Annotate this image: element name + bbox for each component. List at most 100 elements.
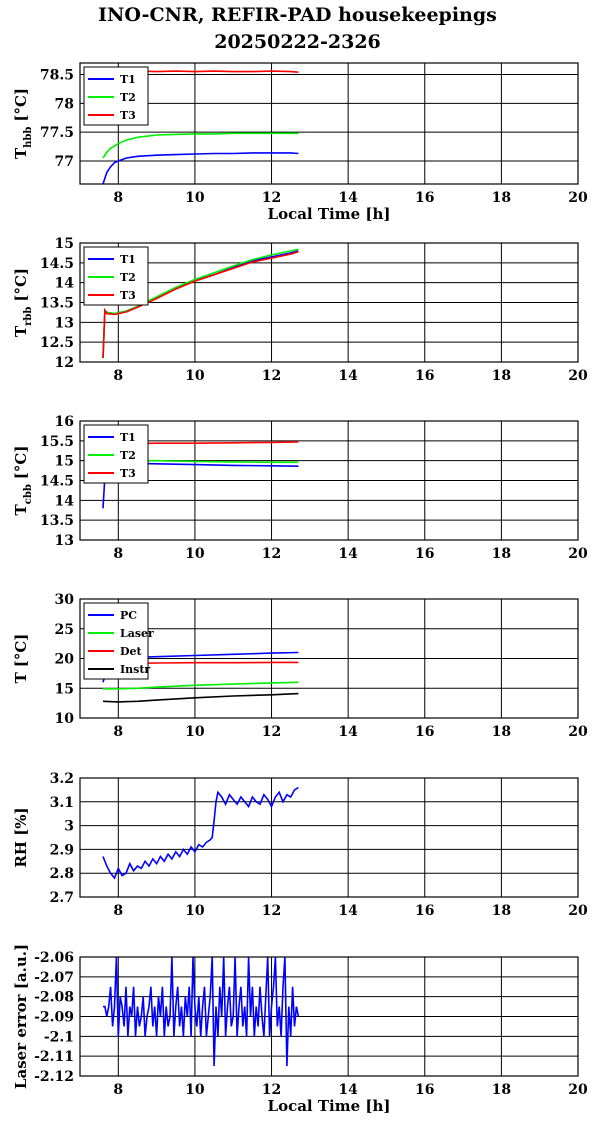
y-axis-label: Laser error [a.u.] — [12, 944, 30, 1089]
y-tick-label: -2.12 — [34, 1069, 74, 1085]
legend: T1 T2 T3 — [83, 246, 149, 306]
x-axis-label: Local Time [h] — [268, 1097, 391, 1115]
x-tick-label: 10 — [185, 1082, 205, 1098]
x-tick-label: 18 — [492, 546, 511, 562]
legend-label: PC — [120, 609, 137, 622]
series-line-t2 — [102, 132, 299, 159]
x-tick-label: 12 — [262, 190, 281, 206]
x-tick-label: 8 — [113, 724, 123, 740]
x-tick-label: 12 — [262, 546, 281, 562]
series-line-t1 — [102, 152, 299, 184]
x-tick-label: 10 — [185, 546, 205, 562]
plot-frame — [79, 62, 579, 185]
y-axis-label-unit: [°C] — [12, 88, 30, 122]
y-tick-label: -2.08 — [34, 990, 74, 1006]
y-tick-label: 77.5 — [40, 125, 74, 141]
y-tick-label: 16 — [55, 414, 74, 430]
x-tick-label: 14 — [338, 368, 358, 384]
y-axis-label: Tcbb [°C] — [12, 446, 34, 516]
y-tick-label: -2.07 — [34, 970, 74, 986]
y-tick-label: 14 — [55, 493, 75, 509]
x-tick-label: 16 — [415, 903, 434, 919]
y-tick-label: 2.7 — [50, 890, 74, 906]
y-axis-label-unit: [°C] — [12, 446, 30, 480]
x-tick-label: 12 — [262, 903, 281, 919]
y-axis-label-main: Laser error [a.u.] — [12, 944, 30, 1089]
y-tick-label: 15 — [55, 236, 74, 252]
legend-label: T3 — [120, 109, 136, 122]
x-tick-label: 14 — [338, 190, 358, 206]
legend-label: T2 — [120, 91, 136, 104]
legend-label: T1 — [120, 431, 136, 444]
x-tick-label: 8 — [113, 190, 123, 206]
y-tick-label: -2.06 — [34, 950, 74, 966]
y-tick-label: 15 — [55, 454, 74, 470]
y-axis-label-main: T — [12, 147, 30, 159]
series-line-t2 — [102, 248, 299, 359]
y-axis-label-subscript: hbb — [23, 127, 34, 148]
series-line-data — [103, 957, 300, 1067]
y-axis-label: Trbb [°C] — [12, 268, 34, 337]
y-tick-label: -2.09 — [34, 1010, 74, 1026]
y-tick-label: 20 — [55, 652, 75, 668]
x-tick-label: 16 — [415, 546, 434, 562]
legend-label: T1 — [120, 253, 136, 266]
x-tick-label: 8 — [113, 546, 123, 562]
y-tick-label: 3 — [64, 819, 74, 835]
y-tick-label: 3.2 — [50, 771, 74, 787]
y-axis-label-main: T — [12, 325, 30, 337]
y-tick-label: 10 — [55, 711, 75, 727]
legend: T1 T2 T3 — [83, 66, 149, 126]
y-axis-label-unit: [°C] — [12, 268, 30, 302]
y-tick-label: 77 — [55, 154, 74, 170]
y-tick-label: 30 — [55, 592, 75, 608]
x-tick-label: 12 — [262, 724, 281, 740]
x-tick-label: 20 — [568, 368, 588, 384]
x-tick-label: 8 — [113, 368, 123, 384]
legend-label: Laser — [120, 627, 154, 640]
chart-panel-2: 8 10 12 14 16 18 201212.51313.51414.515T1T2T3T… — [12, 236, 588, 384]
x-tick-label: 18 — [492, 368, 511, 384]
y-tick-label: 14.5 — [40, 256, 74, 272]
legend-label: T3 — [120, 467, 136, 480]
legend-label: T2 — [120, 449, 136, 462]
chart-panel-5: 8 10 12 14 16 18 20 2.7 2.8 2.9 3 3.1 3.2 RH [%] — [12, 771, 588, 919]
y-tick-label: -2.1 — [44, 1029, 74, 1045]
x-tick-label: 20 — [568, 903, 588, 919]
y-tick-label: 13 — [55, 533, 74, 549]
plot-frame — [79, 420, 579, 541]
x-tick-label: 20 — [568, 724, 588, 740]
x-tick-label: 16 — [415, 724, 434, 740]
y-tick-label: 3.1 — [50, 795, 74, 811]
y-tick-label: 78.5 — [40, 68, 74, 84]
y-axis-label-unit: [°C] — [12, 634, 30, 668]
figure-title: INO-CNR, REFIR-PAD housekeepings 2025022… — [0, 2, 595, 56]
y-tick-label: 12 — [55, 355, 74, 371]
y-tick-label: 15 — [55, 681, 74, 697]
series-line-laser — [103, 681, 299, 690]
x-tick-label: 20 — [568, 1082, 588, 1098]
x-tick-label: 8 — [113, 1082, 123, 1098]
x-tick-label: 14 — [338, 1082, 358, 1098]
y-axis-label: Thbb [°C] — [12, 88, 34, 159]
chart-panel-6: 8 10 12 14 16 18 20 -2.12 -2.11 -2.1 -2.09 -2.08 -2.… — [12, 944, 588, 1115]
y-tick-label: 13.5 — [40, 513, 74, 529]
y-axis-label: T [°C] — [12, 634, 30, 684]
figure-subtitle-line: 20250222-2326 — [214, 31, 381, 53]
y-tick-label: 14 — [55, 276, 75, 292]
x-tick-label: 16 — [415, 368, 434, 384]
x-tick-label: 20 — [568, 546, 588, 562]
legend-label: T2 — [120, 271, 136, 284]
y-tick-label: 15.5 — [40, 434, 74, 450]
y-axis-label-subscript: cbb — [23, 484, 34, 504]
y-axis-label-main: RH [%] — [12, 807, 30, 867]
plot-frame — [79, 777, 579, 898]
y-axis-label-main: T — [12, 671, 30, 683]
plot-frame — [79, 242, 579, 363]
legend-label: Det — [120, 645, 143, 658]
x-tick-label: 18 — [492, 190, 511, 206]
y-tick-label: 2.8 — [50, 866, 74, 882]
legend-label: Instr — [120, 663, 150, 676]
chart-panel-3: 8 10 12 14 16 18 201313.51414.51515.516T1T2T3T… — [12, 414, 588, 562]
